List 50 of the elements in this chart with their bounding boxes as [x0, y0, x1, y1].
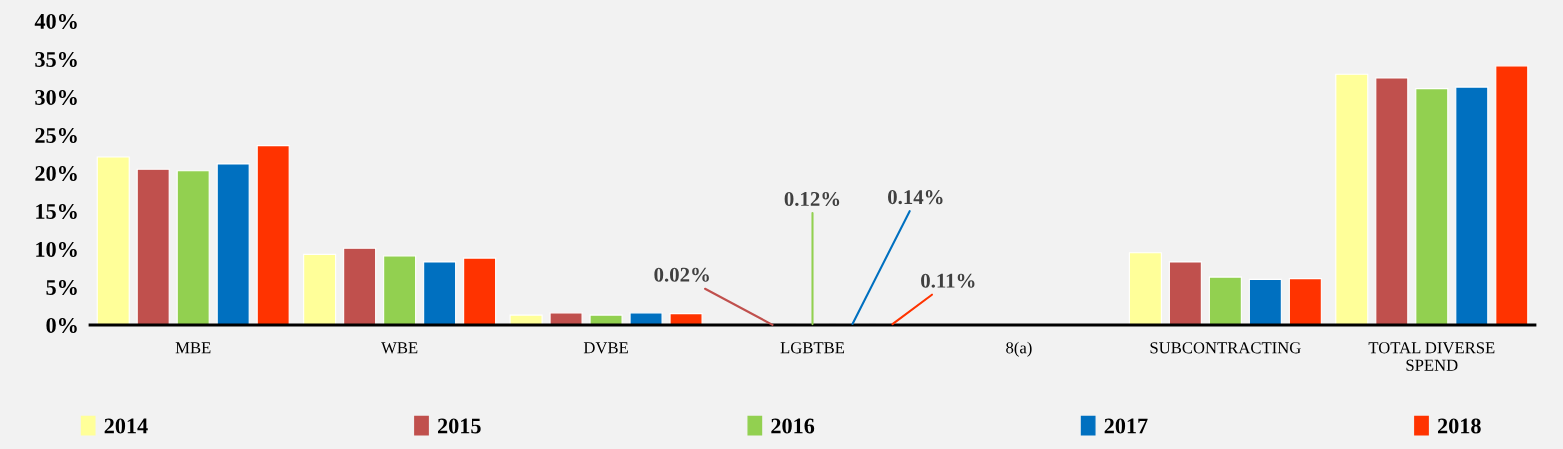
- x-tick-label: TOTAL DIVERSE SPEND: [1368, 342, 1495, 371]
- bar: [1168, 261, 1202, 325]
- bar: [256, 145, 290, 325]
- x-tick-label: 8(a): [1006, 341, 1032, 357]
- bar: [1415, 88, 1449, 325]
- bar: [1335, 73, 1369, 325]
- x-tick-label: SUBCONTRACTING: [1150, 342, 1301, 354]
- y-tick-label: 0%: [46, 317, 77, 333]
- bar: [669, 313, 703, 325]
- data-label: 0.12%: [784, 191, 840, 207]
- legend-label: 2017: [1104, 418, 1148, 434]
- x-tick-label: DVBE: [583, 342, 628, 354]
- bar: [549, 312, 583, 325]
- legend-label: 2014: [104, 418, 148, 434]
- y-tick-label: 5%: [46, 279, 77, 295]
- bar: [136, 168, 170, 325]
- bar: [1288, 278, 1322, 325]
- bar: [629, 312, 663, 325]
- bar: [303, 253, 337, 325]
- legend-label: 2015: [437, 418, 481, 434]
- bar: [589, 314, 623, 325]
- y-tick-label: 25%: [35, 127, 77, 143]
- bar: [1128, 252, 1162, 325]
- bar: [1455, 86, 1489, 325]
- bar: [96, 156, 130, 325]
- bar: [1248, 278, 1282, 325]
- bar: [1495, 65, 1529, 325]
- y-tick-label: 30%: [35, 89, 77, 105]
- bar: [343, 247, 377, 325]
- x-tick-label: WBE: [381, 342, 418, 354]
- bar: [423, 261, 457, 325]
- y-tick-label: 35%: [35, 51, 77, 67]
- bar: [383, 255, 417, 325]
- legend-label: 2018: [1437, 418, 1481, 434]
- x-tick-label: LGBTBE: [780, 342, 845, 354]
- data-label: 0.11%: [921, 273, 975, 288]
- data-label: 0.02%: [654, 267, 709, 282]
- legend-label: 2016: [771, 418, 815, 434]
- y-tick-label: 20%: [35, 165, 77, 181]
- bar: [463, 257, 497, 325]
- y-tick-label: 10%: [36, 241, 77, 257]
- data-label: 0.14%: [888, 190, 943, 205]
- y-tick-label: 40%: [34, 13, 77, 29]
- x-tick-label: MBE: [175, 342, 211, 354]
- y-tick-label: 15%: [36, 203, 77, 219]
- bar: [509, 314, 543, 325]
- bar: [176, 170, 210, 325]
- bar: [216, 163, 250, 325]
- bar: [1208, 276, 1242, 325]
- bar: [1375, 77, 1409, 325]
